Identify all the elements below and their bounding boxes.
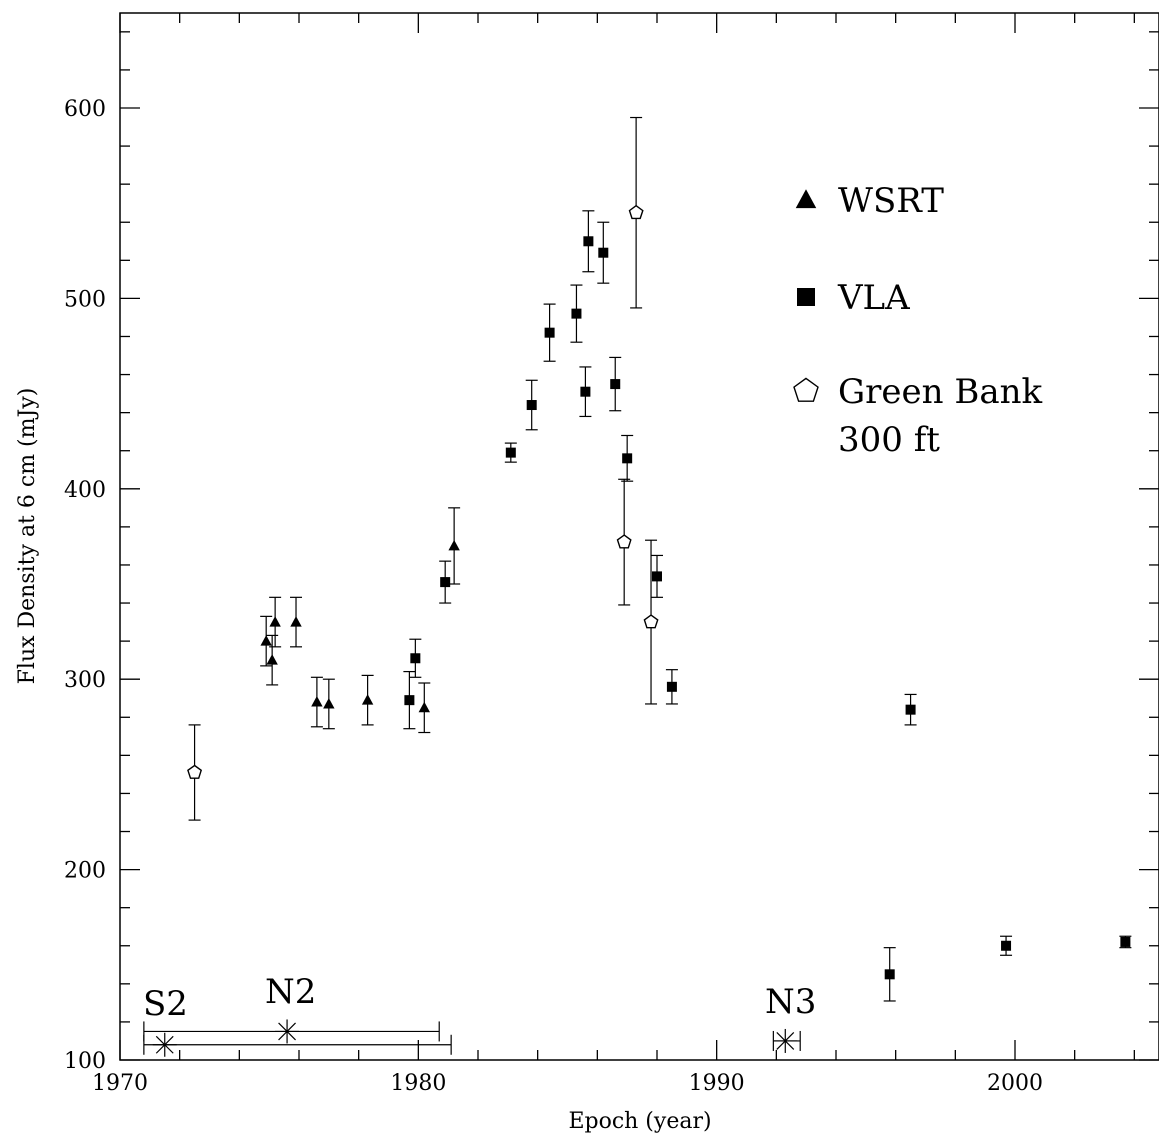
wsrt-point (311, 696, 323, 707)
legend-marker (795, 189, 817, 209)
wsrt-point (266, 654, 278, 665)
vla-point (666, 681, 677, 692)
green-bank-point (643, 614, 659, 629)
data-markers (187, 204, 1131, 980)
axis-tick-labels: 1970 1980 1990 2000 100 200 300 400 500 600 (64, 97, 1043, 1096)
plot-frame (119, 12, 1159, 1061)
vla-point (610, 379, 621, 390)
wsrt-point (361, 694, 374, 705)
green-bank-point (616, 534, 632, 549)
vla-point (544, 327, 555, 338)
legend-label: VLA (837, 278, 910, 318)
y-tick-label: 200 (64, 859, 106, 884)
x-tick-label: 1990 (689, 1071, 745, 1096)
axis-ticks (119, 13, 1159, 1061)
y-tick-label: 500 (64, 287, 106, 312)
vla-point (1120, 936, 1131, 947)
vla-point (571, 308, 582, 319)
component-star (275, 1019, 300, 1044)
legend-marker (797, 288, 815, 306)
vla-point (440, 577, 451, 588)
y-axis-label: Flux Density at 6 cm (mJy) (15, 388, 40, 685)
vla-point (505, 447, 516, 458)
x-tick-label: 2000 (987, 1071, 1043, 1096)
y-tick-label: 400 (64, 478, 106, 503)
legend-label: WSRT (838, 181, 944, 221)
vla-point (905, 704, 916, 715)
x-axis-label: Epoch (year) (568, 1109, 711, 1134)
vla-point (526, 400, 537, 411)
wsrt-point (290, 616, 302, 627)
wsrt-point (260, 635, 272, 646)
legend: WSRT VLA Green Bank 300 ft (793, 181, 1043, 460)
legend-marker (793, 377, 819, 402)
y-tick-label: 300 (64, 668, 106, 693)
green-bank-point (628, 204, 644, 220)
y-tick-label: 600 (64, 97, 106, 122)
vla-point (410, 653, 421, 664)
vla-point (580, 386, 591, 397)
component-markers: S2 N2 N3 (143, 972, 816, 1057)
wsrt-point (418, 701, 430, 713)
legend-label: 300 ft (838, 420, 940, 460)
legend-label: Green Bank (838, 372, 1043, 412)
error-bars (188, 116, 1132, 1002)
vla-point (622, 453, 633, 464)
vla-point (404, 695, 415, 706)
wsrt-point (448, 539, 460, 551)
x-tick-label: 1980 (390, 1071, 446, 1096)
wsrt-point (323, 697, 335, 709)
vla-point (1001, 940, 1012, 951)
vla-point (652, 571, 662, 582)
vla-point (598, 247, 609, 258)
x-tick-label: 1970 (92, 1071, 148, 1096)
wsrt-point (269, 616, 281, 627)
vla-point (884, 969, 895, 980)
component-label-s2: S2 (143, 984, 188, 1024)
component-label-n3: N3 (765, 982, 816, 1022)
component-star (152, 1032, 177, 1057)
component-label-n2: N2 (265, 972, 316, 1012)
vla-point (583, 236, 594, 247)
y-tick-label: 100 (64, 1049, 106, 1074)
component-star (773, 1028, 798, 1053)
green-bank-point (187, 764, 203, 779)
